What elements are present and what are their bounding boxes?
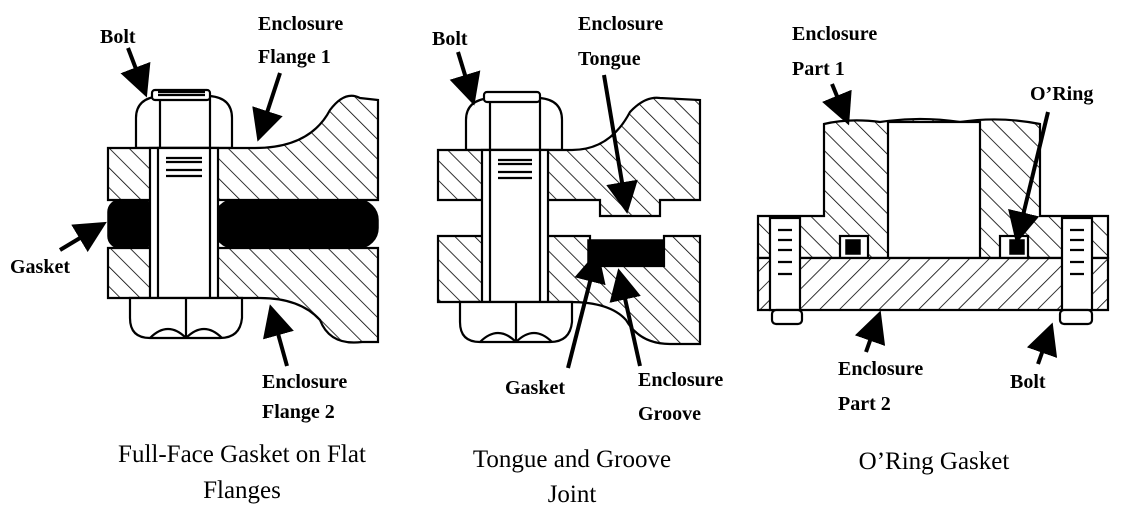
- label-part1-line2: Part 1: [792, 58, 845, 80]
- caption-1-line1: Full-Face Gasket on Flat: [118, 441, 366, 468]
- panel-tongue-and-groove: Bolt Enclosure Tongue Gasket Enclosure G…: [432, 13, 723, 508]
- arrow-tongue: [602, 74, 638, 214]
- caption-3-line1: O’Ring Gasket: [859, 448, 1010, 475]
- bolt-nut-bottom-2: [458, 300, 574, 344]
- arrow-part-1: [822, 83, 852, 126]
- arrow-gasket-1: [58, 221, 107, 253]
- arrow-part-2: [854, 310, 886, 353]
- arrow-gasket-2: [566, 250, 606, 369]
- label-part2-line2: Part 2: [838, 393, 891, 415]
- arrow-bolt-3: [1026, 322, 1058, 365]
- arrow-flange-1: [252, 72, 283, 142]
- oring-left: [845, 239, 861, 255]
- enclosure-part-2: [756, 256, 1110, 312]
- bolt-left-3: [768, 216, 804, 326]
- arrow-flange-2: [263, 304, 294, 367]
- bolt-head-top-2: [464, 90, 564, 152]
- label-flange2-line2: Flange 2: [262, 401, 335, 423]
- center-cavity: [886, 120, 982, 260]
- arrow-groove: [609, 268, 642, 367]
- gasket-right: [213, 199, 379, 249]
- arrow-oring: [1008, 111, 1050, 244]
- label-part1-line1: Enclosure: [792, 23, 877, 45]
- label-part2-line1: Enclosure: [838, 358, 923, 380]
- label-bolt-3: Bolt: [1010, 371, 1046, 393]
- bolt-nut-bottom: [128, 296, 244, 340]
- label-gasket-1: Gasket: [10, 256, 70, 278]
- oring-right: [1009, 239, 1025, 255]
- label-tongue-line1: Enclosure: [578, 13, 663, 35]
- label-gasket-2: Gasket: [505, 377, 565, 399]
- gasket-left: [107, 199, 155, 249]
- caption-2-line2: Joint: [548, 481, 597, 508]
- label-flange1-line1: Enclosure: [258, 13, 343, 35]
- bolt-shank-2: [480, 148, 550, 304]
- label-groove-line2: Groove: [638, 403, 701, 425]
- caption-1-line2: Flanges: [203, 477, 281, 504]
- caption-2-line1: Tongue and Groove: [473, 446, 671, 473]
- bolt-shank: [148, 146, 220, 300]
- gasket-groove: [587, 239, 665, 267]
- label-bolt-2: Bolt: [432, 28, 468, 50]
- bolt-head-top: [134, 88, 234, 150]
- panel-full-face-gasket: Bolt Enclosure Flange 1 Gasket Enclosure…: [10, 13, 380, 504]
- arrow-bolt-1: [120, 47, 151, 98]
- label-tongue-line2: Tongue: [578, 48, 641, 70]
- label-flange2-line1: Enclosure: [262, 371, 347, 393]
- label-groove-line1: Enclosure: [638, 369, 723, 391]
- label-bolt-1: Bolt: [100, 26, 136, 48]
- label-flange1-line2: Flange 1: [258, 46, 331, 68]
- arrow-bolt-2: [449, 51, 481, 106]
- label-oring: O’Ring: [1030, 83, 1093, 105]
- panel-oring-gasket: Enclosure Part 1 O’Ring Enclosure Part 2…: [756, 23, 1110, 475]
- bolt-right-3: [1058, 216, 1094, 326]
